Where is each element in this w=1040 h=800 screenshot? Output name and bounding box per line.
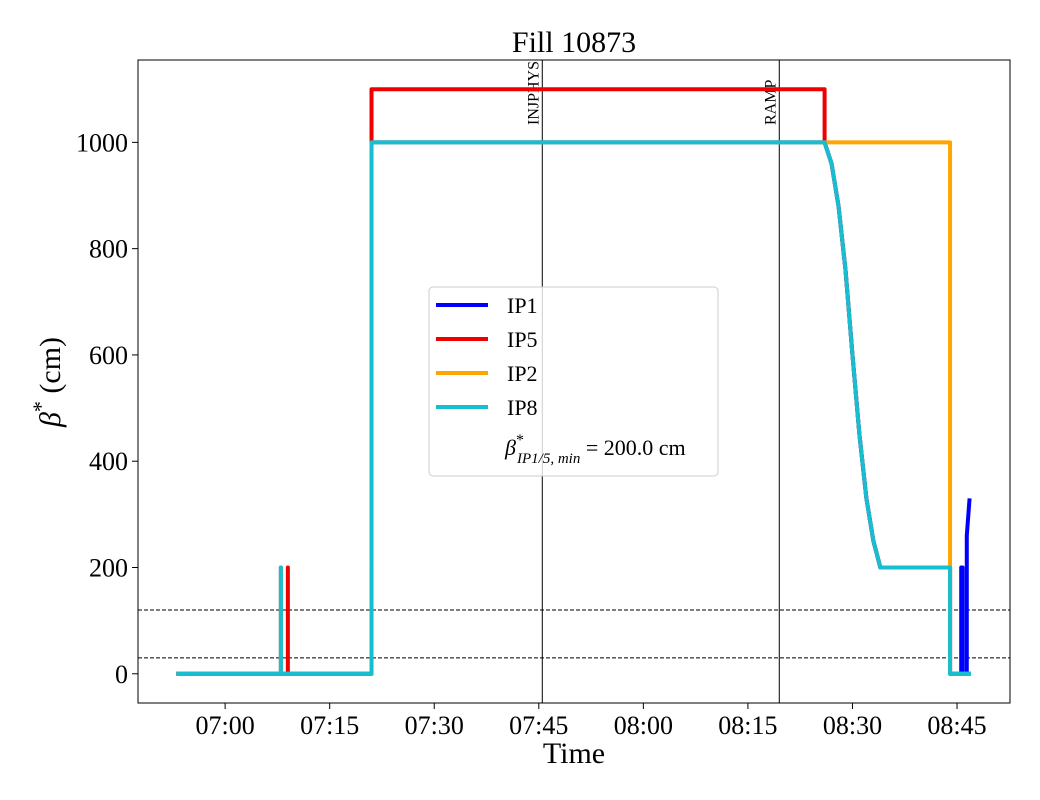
chart-title: Fill 10873 xyxy=(512,26,636,59)
note-sup: * xyxy=(516,432,524,449)
y-label-symbol: β xyxy=(34,412,67,428)
x-tick-label: 07:15 xyxy=(300,711,359,740)
x-tick-label: 08:30 xyxy=(823,711,882,740)
plot-frame xyxy=(137,59,1011,704)
legend-note: β* IP1/5, min = 200.0 cm xyxy=(504,432,686,467)
x-tick-label: 08:45 xyxy=(927,711,986,740)
y-tick-label: 600 xyxy=(89,341,128,370)
legend-label: IP1 xyxy=(507,293,538,318)
legend-box xyxy=(428,286,719,477)
y-tick-label: 200 xyxy=(89,553,128,582)
x-tick-label: 07:30 xyxy=(405,711,464,740)
series-line xyxy=(176,140,971,676)
y-label-text: (cm) xyxy=(34,337,67,401)
x-tick-label: 07:45 xyxy=(509,711,568,740)
y-tick-label: 0 xyxy=(115,660,128,689)
note-sub: IP1/5, min xyxy=(516,451,580,467)
x-tick-label: 08:00 xyxy=(614,711,673,740)
y-tick-label: 1000 xyxy=(76,128,128,157)
y-label-sup: * xyxy=(28,401,53,412)
phase-label: RAMP xyxy=(762,80,779,125)
note-text: = 200.0 cm xyxy=(580,435,685,460)
y-axis-label: β* (cm) xyxy=(28,337,67,428)
x-tick-label: 08:15 xyxy=(718,711,777,740)
phase-label: INJPHYS xyxy=(525,61,542,125)
x-tick-label: 07:00 xyxy=(196,711,255,740)
x-axis-label: Time xyxy=(543,737,605,770)
y-tick-label: 800 xyxy=(89,235,128,264)
legend-label: IP8 xyxy=(507,395,538,420)
y-tick-label: 400 xyxy=(89,447,128,476)
note-symbol: β xyxy=(504,435,516,460)
legend-label: IP2 xyxy=(507,361,538,386)
legend: IP1 IP5 IP2 IP8 β* IP1/5, min = 200.0 cm xyxy=(428,286,719,477)
legend-label: IP5 xyxy=(507,327,538,352)
